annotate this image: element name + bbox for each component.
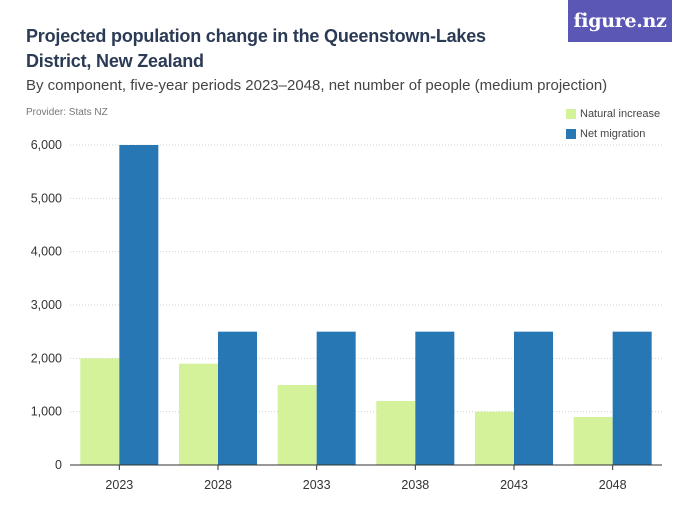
bar-net-migration-2043 [514, 331, 553, 465]
y-tick-label: 2,000 [31, 351, 62, 365]
legend-label-net-migration: Net migration [580, 128, 646, 140]
chart-legend: Natural increase Net migration [566, 104, 660, 144]
bar-net-migration-2023 [119, 145, 159, 465]
bar-natural-increase-2048 [573, 417, 613, 465]
legend-item-net-migration: Net migration [566, 124, 660, 144]
figure-nz-logo[interactable]: figure.nz [568, 0, 672, 42]
x-tick-label: 2033 [303, 478, 331, 492]
y-tick-label: 3,000 [31, 298, 62, 312]
data-provider: Provider: Stats NZ [26, 107, 108, 118]
bar-net-migration-2038 [415, 331, 455, 465]
y-tick-label: 1,000 [31, 405, 62, 419]
legend-label-natural-increase: Natural increase [580, 108, 661, 120]
y-tick-label: 0 [55, 458, 62, 472]
bar-natural-increase-2033 [277, 385, 317, 465]
x-tick-label: 2043 [500, 478, 528, 492]
bar-net-migration-2028 [218, 331, 257, 465]
chart-title: Projected population change in the Queen… [26, 26, 486, 71]
bar-net-migration-2048 [612, 331, 652, 465]
y-tick-label: 4,000 [31, 245, 62, 259]
bar-natural-increase-2028 [179, 363, 218, 465]
y-tick-label: 6,000 [31, 138, 62, 152]
x-tick-label: 2048 [599, 478, 627, 492]
legend-swatch-natural-increase [566, 109, 576, 119]
chart-subtitle: By component, five-year periods 2023–204… [26, 77, 608, 94]
bar-net-migration-2033 [316, 331, 356, 465]
legend-swatch-net-migration [566, 129, 576, 139]
y-tick-label: 5,000 [31, 191, 62, 205]
bar-natural-increase-2023 [80, 358, 120, 465]
x-tick-label: 2038 [401, 478, 429, 492]
bar-natural-increase-2038 [376, 401, 416, 465]
x-tick-label: 2023 [105, 478, 133, 492]
x-tick-label: 2028 [204, 478, 232, 492]
legend-item-natural-increase: Natural increase [566, 104, 660, 124]
bar-natural-increase-2043 [475, 411, 514, 465]
